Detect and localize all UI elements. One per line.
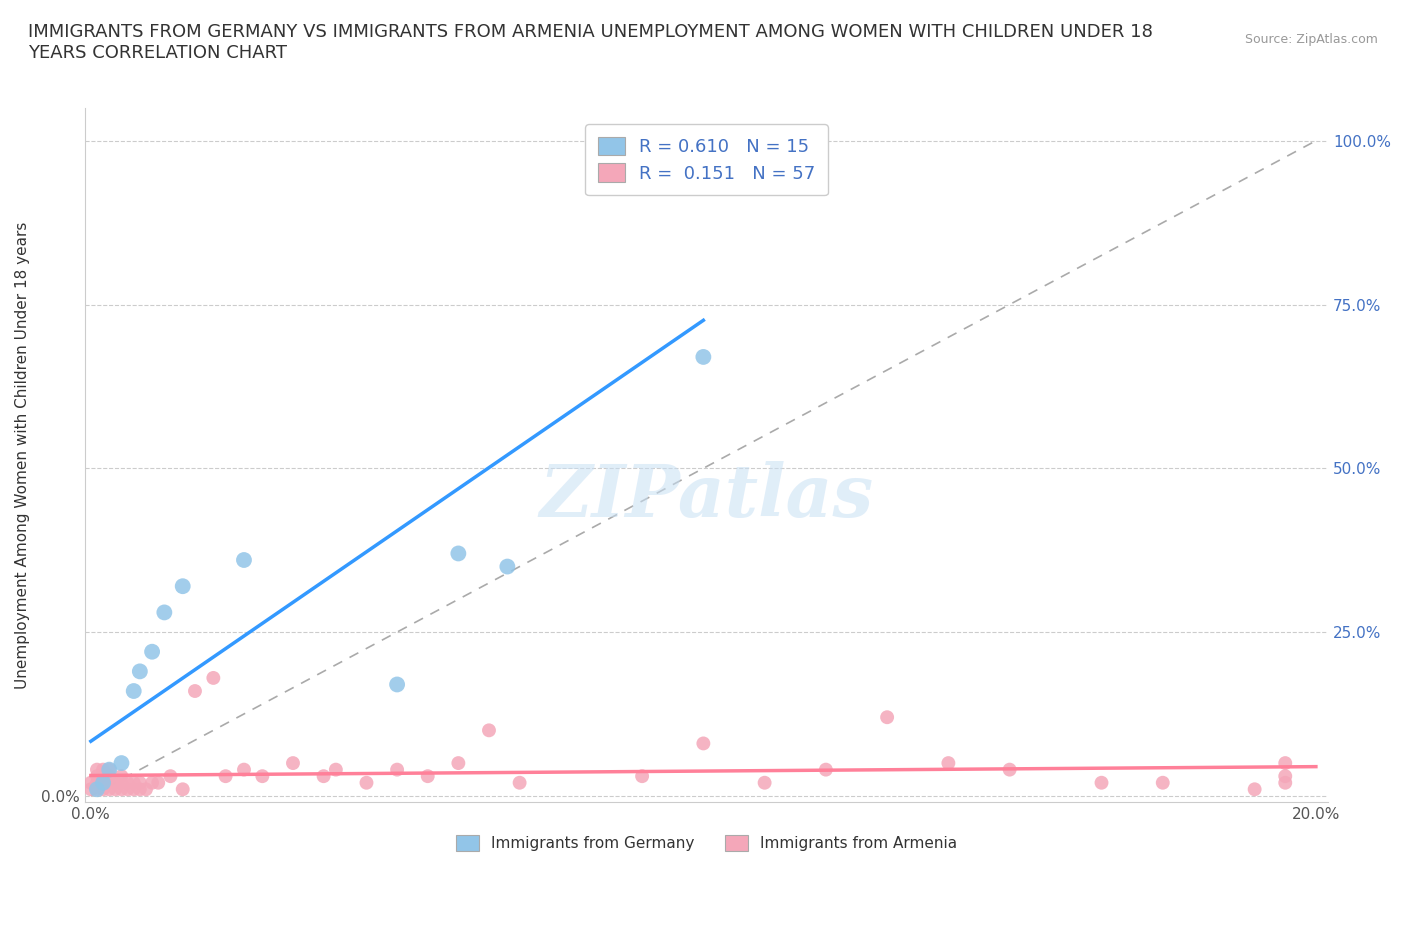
- Point: [86, 769, 108, 784]
- Point: [1243, 782, 1265, 797]
- Point: [91, 776, 114, 790]
- Point: [754, 776, 776, 790]
- Point: [86, 782, 108, 797]
- Point: [110, 782, 132, 797]
- Point: [356, 776, 378, 790]
- Point: [91, 782, 114, 797]
- Point: [172, 578, 194, 593]
- Point: [91, 769, 114, 784]
- Point: [98, 782, 121, 797]
- Point: [86, 782, 108, 797]
- Text: ZIPatlas: ZIPatlas: [540, 461, 873, 532]
- Point: [135, 782, 157, 797]
- Point: [1274, 776, 1296, 790]
- Point: [117, 776, 139, 790]
- Point: [80, 776, 103, 790]
- Point: [478, 723, 501, 737]
- Point: [86, 776, 108, 790]
- Point: [104, 776, 127, 790]
- Point: [509, 776, 531, 790]
- Y-axis label: Unemployment Among Women with Children Under 18 years: Unemployment Among Women with Children U…: [15, 221, 30, 689]
- Point: [385, 677, 408, 692]
- Point: [110, 776, 132, 790]
- Point: [325, 763, 347, 777]
- Point: [159, 769, 181, 784]
- Point: [447, 546, 470, 561]
- Point: [128, 664, 150, 679]
- Point: [233, 763, 256, 777]
- Point: [141, 644, 163, 659]
- Legend: Immigrants from Germany, Immigrants from Armenia: Immigrants from Germany, Immigrants from…: [450, 829, 963, 857]
- Point: [692, 736, 714, 751]
- Point: [98, 776, 121, 790]
- Point: [233, 552, 256, 567]
- Point: [128, 776, 150, 790]
- Point: [98, 763, 121, 777]
- Point: [631, 153, 654, 167]
- Point: [104, 782, 127, 797]
- Point: [184, 684, 207, 698]
- Point: [80, 782, 103, 797]
- Point: [202, 671, 225, 685]
- Point: [416, 769, 439, 784]
- Point: [385, 763, 408, 777]
- Point: [153, 605, 176, 620]
- Point: [447, 756, 470, 771]
- Point: [876, 710, 898, 724]
- Point: [98, 769, 121, 784]
- Point: [814, 763, 837, 777]
- Point: [1274, 756, 1296, 771]
- Text: Source: ZipAtlas.com: Source: ZipAtlas.com: [1244, 33, 1378, 46]
- Point: [98, 763, 121, 777]
- Point: [1152, 776, 1174, 790]
- Point: [312, 769, 335, 784]
- Point: [998, 763, 1021, 777]
- Point: [214, 769, 236, 784]
- Point: [91, 776, 114, 790]
- Point: [122, 776, 145, 790]
- Text: IMMIGRANTS FROM GERMANY VS IMMIGRANTS FROM ARMENIA UNEMPLOYMENT AMONG WOMEN WITH: IMMIGRANTS FROM GERMANY VS IMMIGRANTS FR…: [28, 23, 1153, 62]
- Point: [122, 782, 145, 797]
- Point: [86, 763, 108, 777]
- Point: [938, 756, 960, 771]
- Point: [110, 756, 132, 771]
- Point: [128, 782, 150, 797]
- Point: [1090, 776, 1112, 790]
- Point: [110, 769, 132, 784]
- Point: [122, 684, 145, 698]
- Point: [496, 559, 519, 574]
- Point: [141, 776, 163, 790]
- Point: [631, 769, 654, 784]
- Point: [117, 782, 139, 797]
- Point: [172, 782, 194, 797]
- Point: [252, 769, 274, 784]
- Point: [692, 350, 714, 365]
- Point: [148, 776, 170, 790]
- Point: [1274, 769, 1296, 784]
- Point: [281, 756, 304, 771]
- Point: [91, 763, 114, 777]
